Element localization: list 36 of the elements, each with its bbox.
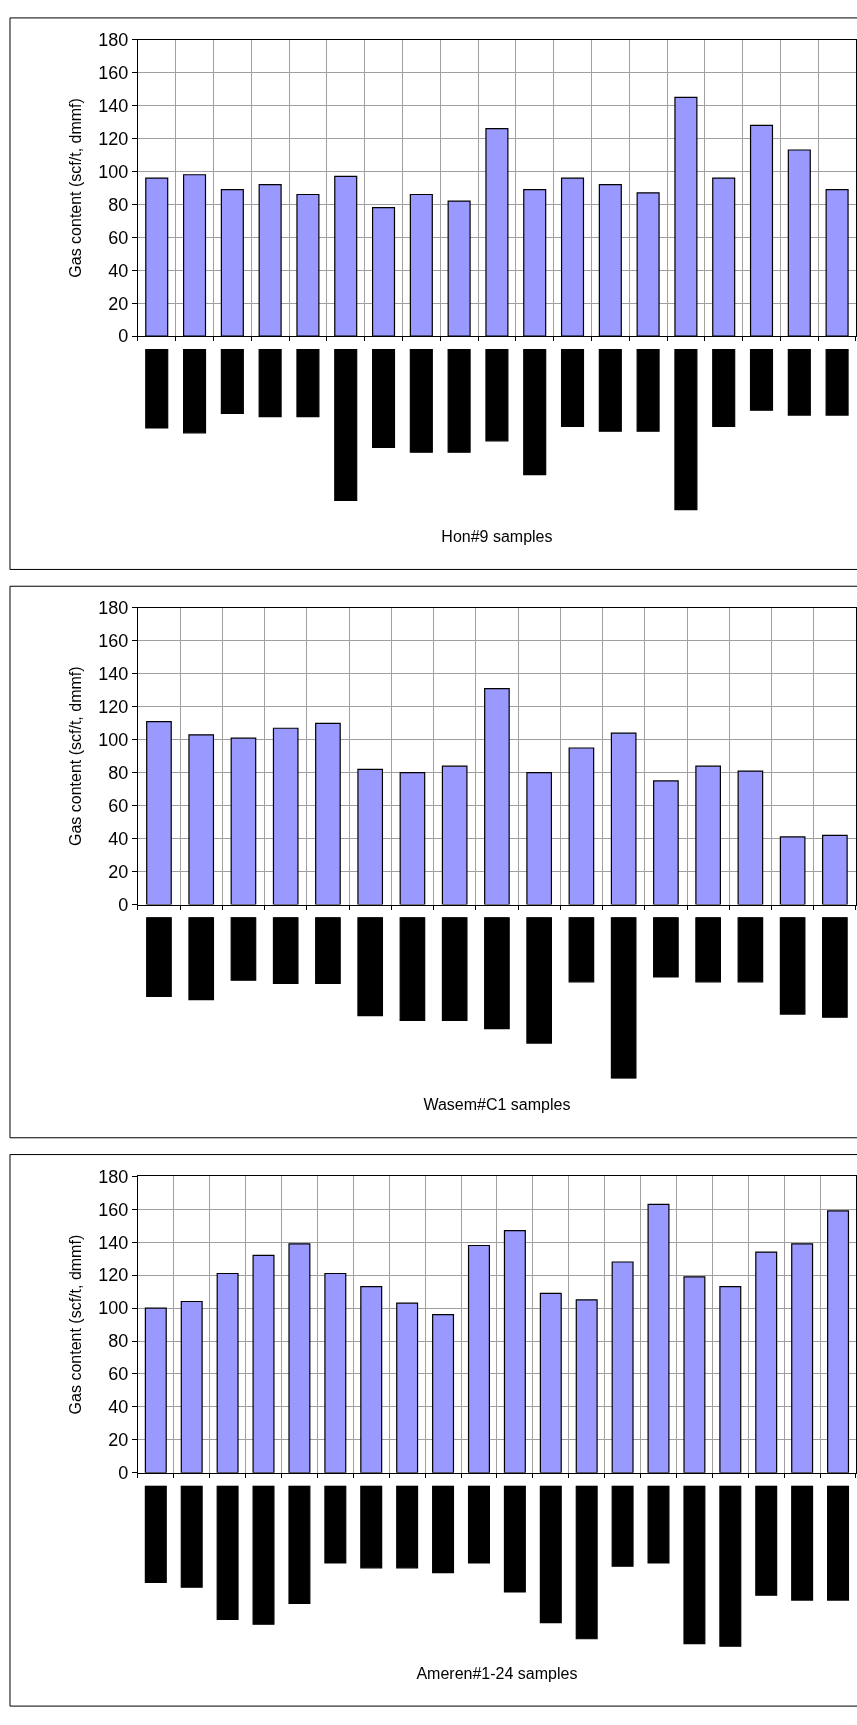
y-tick-label: 140 (98, 95, 129, 116)
y-tick-label: 100 (98, 1298, 129, 1319)
x-axis-title: Ameren#1-24 samples (416, 1664, 578, 1682)
y-tick-label: 100 (98, 161, 129, 182)
y-tick-label: 120 (98, 128, 129, 149)
y-axis-title: Gas content (scf/t, dmmf) (67, 98, 85, 278)
x-axis-title: Hon#9 samples (441, 527, 553, 545)
y-tick-label: 180 (98, 29, 129, 50)
y-tick-label: 140 (98, 664, 129, 685)
y-tick-label: 80 (108, 1331, 129, 1352)
y-tick-label: 40 (108, 260, 129, 281)
y-axis-title: Gas content (scf/t, dmmf) (67, 1234, 85, 1415)
y-tick-label: 100 (98, 730, 129, 751)
y-tick-label: 60 (108, 795, 129, 816)
y-tick-label: 80 (108, 763, 129, 784)
y-tick-label: 40 (108, 828, 129, 849)
y-tick-label: 60 (108, 227, 129, 248)
y-tick-label: 60 (108, 1364, 129, 1385)
y-tick-label: 20 (108, 1430, 129, 1451)
y-tick-label: 160 (98, 62, 129, 83)
y-tick-label: 0 (118, 326, 129, 347)
y-tick-label: 0 (118, 1463, 129, 1484)
x-axis-title: Wasem#C1 samples (423, 1096, 571, 1114)
y-tick-label: 40 (108, 1397, 129, 1418)
y-tick-label: 0 (118, 894, 129, 915)
y-tick-label: 180 (98, 598, 129, 619)
y-tick-label: 20 (108, 861, 129, 882)
y-tick-label: 180 (98, 1166, 129, 1187)
y-tick-label: 160 (98, 1199, 129, 1220)
y-tick-label: 140 (98, 1232, 129, 1253)
y-tick-label: 120 (98, 697, 129, 718)
y-tick-label: 80 (108, 194, 129, 215)
y-tick-label: 120 (98, 1265, 129, 1286)
y-tick-label: 20 (108, 293, 129, 314)
y-tick-label: 160 (98, 631, 129, 652)
y-axis-title: Gas content (scf/t, dmmf) (67, 666, 85, 847)
